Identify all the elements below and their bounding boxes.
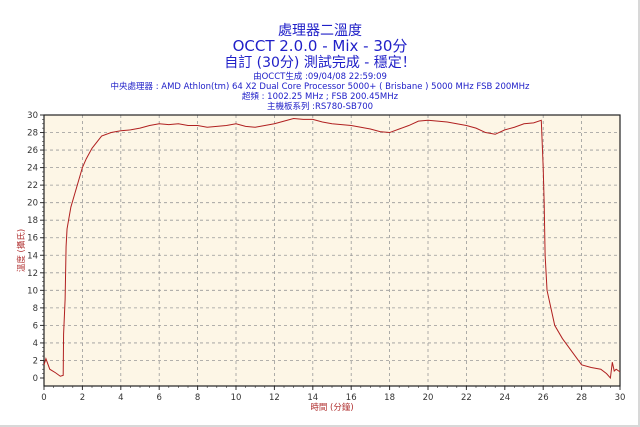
plot-area xyxy=(44,115,620,386)
y-tick-label: 30 xyxy=(27,111,38,121)
chart-subtitle: OCCT 2.0.0 - Mix - 30分 xyxy=(232,37,408,55)
x-tick-label: 2 xyxy=(80,393,85,403)
x-tick-label: 4 xyxy=(118,393,123,403)
x-tick-label: 16 xyxy=(346,393,357,403)
y-tick-label: 14 xyxy=(27,251,38,261)
x-axis-label: 時間 (分鐘) xyxy=(310,402,353,413)
test-status: 自訂 (30分) 測試完成 - 穩定！ xyxy=(224,55,416,71)
generated-info: 由OCCT生成 :09/04/08 22:59:09 xyxy=(253,72,387,82)
x-tick-label: 0 xyxy=(41,393,46,403)
x-tick-label: 6 xyxy=(156,393,161,403)
y-tick-label: 6 xyxy=(33,321,38,331)
x-tick-label: 20 xyxy=(423,393,434,403)
x-tick-label: 18 xyxy=(384,393,395,403)
chart-title: 處理器二溫度 xyxy=(278,23,362,39)
x-tick-label: 12 xyxy=(269,393,280,403)
plot-border xyxy=(43,114,621,387)
y-tick-label: 16 xyxy=(27,234,38,244)
y-tick-label: 22 xyxy=(27,181,38,191)
y-tick-label: 28 xyxy=(27,129,38,139)
x-tick-label: 10 xyxy=(231,393,242,403)
x-tick-label: 14 xyxy=(307,393,318,403)
x-tick-label: 30 xyxy=(615,393,626,403)
motherboard-info: 主機板系列 :RS780-SB700 xyxy=(266,102,374,112)
y-tick-label: 24 xyxy=(27,164,38,174)
y-tick-label: 26 xyxy=(27,146,38,156)
y-tick-label: 8 xyxy=(33,304,38,314)
x-tick-label: 26 xyxy=(538,393,549,403)
x-tick-label: 8 xyxy=(195,393,200,403)
y-tick-label: 2 xyxy=(33,356,38,366)
cpu-info: 中央處理器 : AMD Athlon(tm) 64 X2 Dual Core P… xyxy=(110,82,530,92)
y-tick-label: 10 xyxy=(27,286,38,296)
series-line-temperature xyxy=(43,118,621,380)
y-tick-label: 0 xyxy=(33,374,38,384)
x-tick-label: 28 xyxy=(576,393,587,403)
y-tick-label: 18 xyxy=(27,216,38,226)
x-tick-label: 22 xyxy=(461,393,472,403)
y-tick-label: 4 xyxy=(33,339,38,349)
y-tick-label: 20 xyxy=(27,199,38,209)
y-tick-label: 12 xyxy=(27,269,38,279)
y-axis-label: 溫度 (攝氏) xyxy=(16,229,27,272)
clock-info: 超頻 : 1002.25 MHz ; FSB 200.45MHz xyxy=(241,92,399,102)
x-tick-label: 24 xyxy=(499,393,510,403)
